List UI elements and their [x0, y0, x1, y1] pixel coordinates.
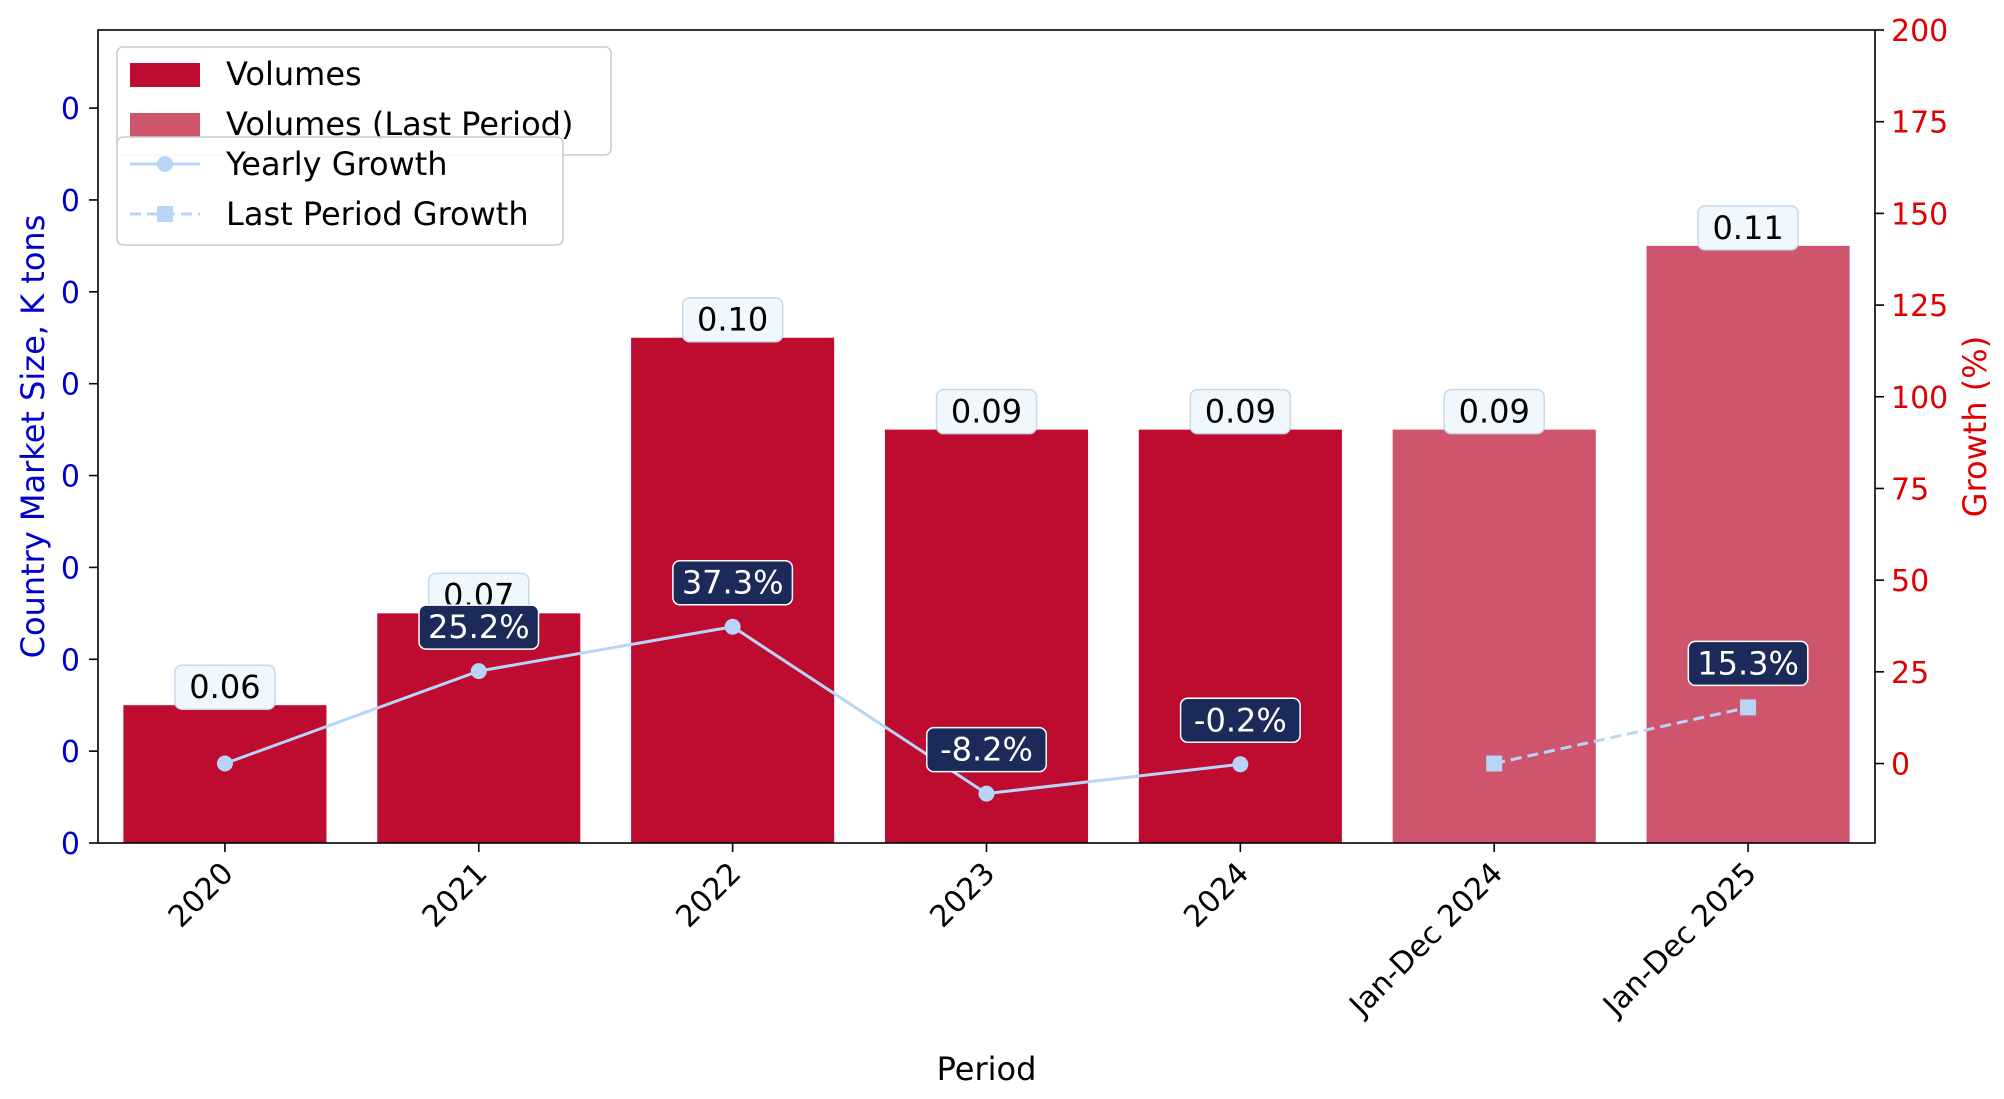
- bar-0-3: [884, 429, 1089, 843]
- bar-1-6: [1646, 245, 1850, 844]
- bar-value-label-1-6-text: 0.11: [1712, 209, 1783, 247]
- bar-value-label-0-0-box: [174, 664, 276, 710]
- x-tick-label-5: Jan-Dec 2024: [1342, 856, 1510, 1024]
- bar-value-label-0-3: 0.09: [935, 388, 1038, 435]
- line-1: [1493, 705, 1749, 765]
- y-left-tick-label-6: 0: [61, 276, 80, 311]
- bar-value-label-1-5-box: [1443, 388, 1545, 435]
- y-left-tick-label-3: 0: [61, 551, 80, 586]
- y-left-tick-label-0: 0: [61, 827, 80, 862]
- growth-label-0-1-box: [418, 604, 540, 650]
- x-axis-title: Period: [937, 1050, 1037, 1088]
- line-marker-0-2: [724, 618, 741, 635]
- y-right-tick-label-6: 150: [1891, 197, 1948, 232]
- bars-layer: [123, 245, 1850, 844]
- bar-value-label-1-6: 0.11: [1697, 205, 1799, 251]
- growth-label-0-2-text: 37.3%: [682, 564, 784, 602]
- lines-layer: [216, 618, 1757, 802]
- y-right-tick-label-8: 200: [1891, 14, 1948, 49]
- growth-label-0-1-text: 25.2%: [428, 608, 530, 646]
- bar-value-label-0-0: 0.06: [174, 664, 276, 710]
- y-right-tick-label-5: 125: [1891, 289, 1948, 324]
- bar-value-label-0-2-text: 0.10: [697, 301, 768, 339]
- growth-label-0-4: -0.2%: [1179, 697, 1301, 744]
- bar-value-label-1-5: 0.09: [1443, 388, 1545, 435]
- growth-label-0-3-box: [926, 726, 1047, 773]
- y-left-tick-label-5: 0: [61, 368, 80, 403]
- y-right-tick-label-4: 100: [1891, 381, 1948, 416]
- y-right-tick-label-0: 0: [1891, 748, 1910, 783]
- bar-value-label-0-3-box: [935, 388, 1038, 435]
- y-axis-left-title: Country Market Size, K tons: [14, 215, 52, 659]
- x-tick-label-2: 2022: [670, 856, 749, 935]
- bar-value-label-0-2: 0.10: [681, 296, 784, 343]
- bar-value-label-0-4-box: [1189, 388, 1292, 435]
- bar-value-label-1-5-text: 0.09: [1459, 393, 1530, 431]
- x-tick-label-0: 2020: [162, 856, 241, 935]
- y-left-tick-label-1: 0: [61, 735, 80, 770]
- y-right-tick-label-1: 25: [1891, 656, 1929, 691]
- line-marker-1-5: [1486, 755, 1503, 772]
- bar-value-label-0-3-text: 0.09: [951, 393, 1022, 431]
- line-marker-0-3: [978, 785, 995, 802]
- labels-layer: 0.060.070.100.09 0.09 0.090.1125.2%37.3%-8…: [174, 205, 1809, 773]
- bar-1-5: [1392, 429, 1596, 843]
- growth-label-1-6-text: 15.3%: [1697, 644, 1799, 682]
- line-marker-0-4: [1232, 756, 1249, 773]
- line-marker-0-1: [470, 663, 487, 680]
- growth-label-0-4-box: [1179, 697, 1301, 744]
- y-left-tick-label-7: 0: [61, 184, 80, 219]
- line-marker-1-6: [1740, 699, 1757, 716]
- y-left-tick-label-8: 0: [61, 92, 80, 127]
- growth-label-0-3: -8.2%: [926, 726, 1047, 773]
- y-left-tick-label-2: 0: [61, 643, 80, 678]
- x-tick-label-3: 2023: [923, 856, 1002, 935]
- growth-label-0-4-text: -0.2%: [1194, 701, 1287, 739]
- x-tick-label-1: 2021: [416, 856, 495, 935]
- bar-value-label-0-2-box: [681, 296, 784, 343]
- legend-line-label-1: Last Period Growth: [226, 195, 529, 233]
- y-axis-right-title: Growth (%): [1956, 336, 1994, 517]
- line-marker-0-0: [216, 755, 233, 772]
- growth-label-0-3-text: -8.2%: [940, 731, 1033, 769]
- growth-label-0-2-box: [672, 559, 794, 606]
- bar-0-1: [377, 613, 581, 843]
- bar-value-label-1-6-box: [1697, 205, 1799, 251]
- bar-0-4: [1138, 429, 1342, 843]
- bar-value-label-0-4: 0.09: [1189, 388, 1292, 435]
- legend-lines: Yearly Growth Last Period Growth: [116, 136, 564, 246]
- legend-lines-frame: [116, 136, 564, 246]
- growth-label-0-1: 25.2%: [418, 604, 540, 650]
- legend-marker-0: [157, 156, 173, 172]
- legend-swatch-0: [130, 63, 200, 87]
- x-tick-label-6: Jan-Dec 2025: [1595, 856, 1763, 1024]
- legend-swatch-1: [130, 113, 200, 137]
- y-right-tick-label-7: 175: [1891, 106, 1948, 141]
- bar-value-label-0-0-text: 0.06: [189, 668, 260, 706]
- growth-label-1-6-box: [1687, 640, 1809, 687]
- growth-label-1-6: 15.3%: [1687, 640, 1809, 687]
- legend-marker-1: [157, 206, 173, 222]
- legend-line-label-0: Yearly Growth: [225, 145, 448, 183]
- y-right-tick-label-3: 75: [1891, 472, 1929, 507]
- bar-value-label-0-4-text: 0.09: [1205, 393, 1276, 431]
- growth-label-0-2: 37.3%: [672, 559, 794, 606]
- y-right-tick-label-2: 50: [1891, 564, 1929, 599]
- bar-0-0: [123, 705, 327, 843]
- y-left-tick-label-4: 0: [61, 460, 80, 495]
- x-tick-label-4: 2024: [1177, 856, 1256, 935]
- legend-label-0: Volumes: [226, 55, 362, 93]
